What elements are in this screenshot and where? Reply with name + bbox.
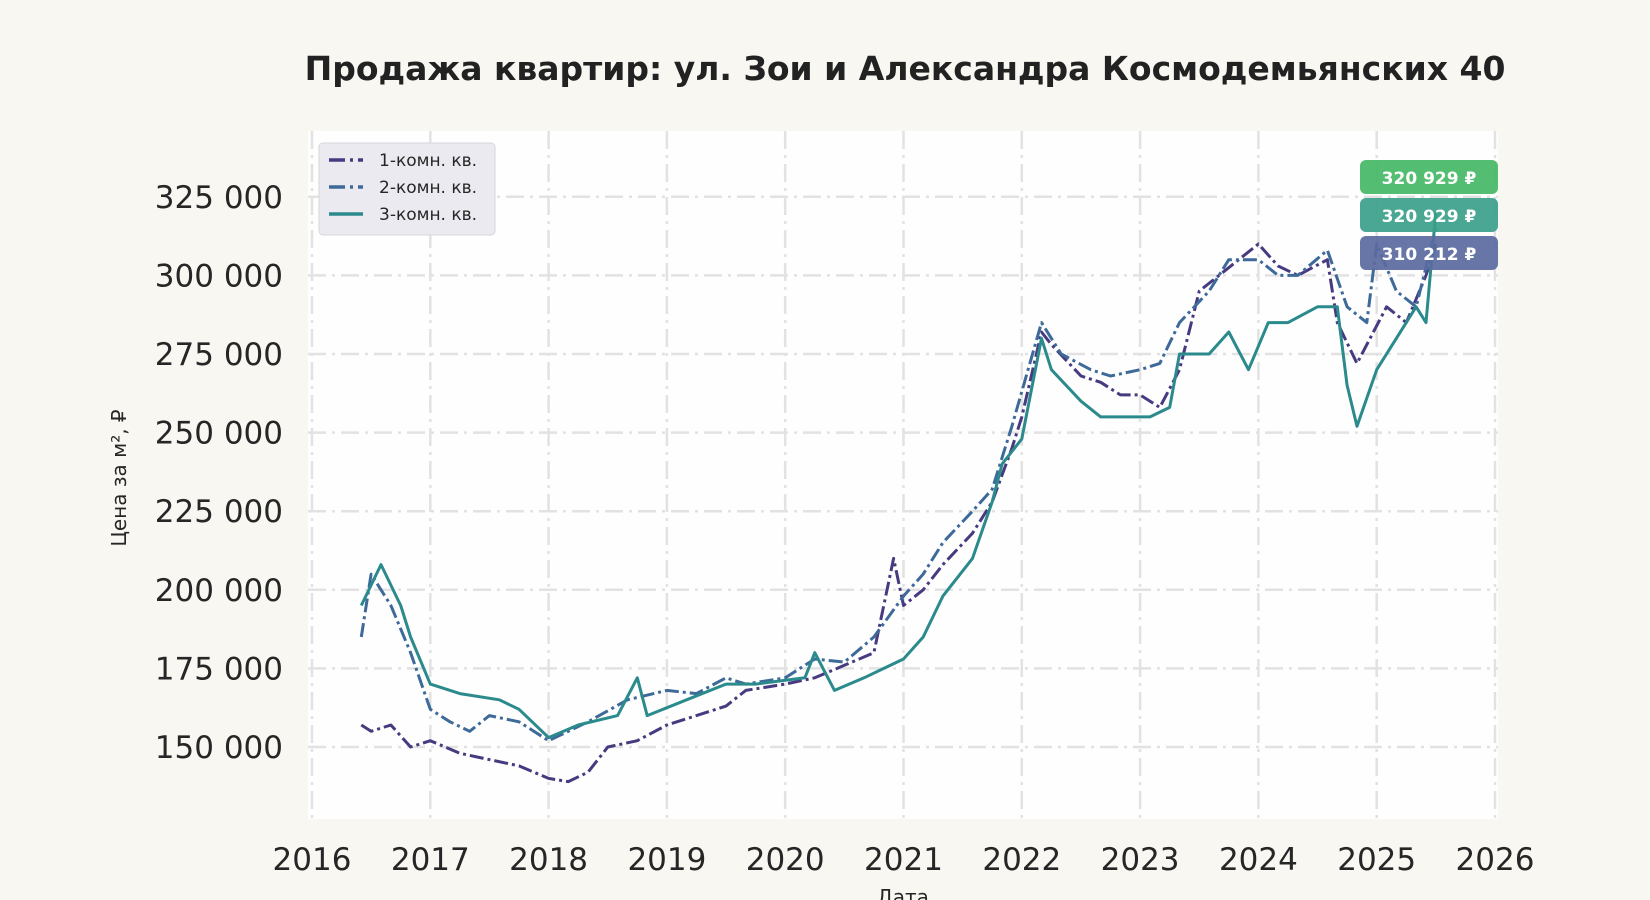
y-tick-label: 225 000 <box>155 494 283 530</box>
x-tick-label: 2024 <box>1219 842 1298 878</box>
series-line-3 <box>359 212 1438 740</box>
chart-title: Продажа квартир: ул. Зои и Александра Ко… <box>305 49 1506 88</box>
y-tick-label: 200 000 <box>155 573 283 609</box>
series-line-2 <box>359 227 1438 743</box>
x-tick-label: 2022 <box>982 842 1061 878</box>
x-tick-label: 2017 <box>391 842 470 878</box>
x-tick-label: 2016 <box>273 842 352 878</box>
x-ticks: 2016 2017 2018 2019 2020 2021 2022 2023 2024 2025… <box>273 842 1535 878</box>
y-tick-label: 150 000 <box>155 730 283 766</box>
legend-label: 3-комн. кв. <box>379 205 477 225</box>
end-label-box <box>1360 160 1498 194</box>
y-tick-label: 300 000 <box>155 258 283 294</box>
end-label-text: 320 929 ₽ <box>1382 169 1477 189</box>
end-label-text: 310 212 ₽ <box>1382 245 1477 265</box>
x-tick-label: 2020 <box>746 842 825 878</box>
x-tick-label: 2021 <box>864 842 943 878</box>
series-line-1 <box>360 242 1438 784</box>
end-labels: 310 212 ₽ 320 929 ₽ 320 929 ₽ <box>1360 160 1498 270</box>
x-axis-label: Дата <box>877 885 929 900</box>
y-tick-label: 250 000 <box>155 416 283 452</box>
end-label-text: 320 929 ₽ <box>1382 207 1477 227</box>
end-label-box <box>1360 236 1498 270</box>
y-tick-label: 175 000 <box>155 651 283 687</box>
x-tick-label: 2025 <box>1337 842 1416 878</box>
legend-label: 2-комн. кв. <box>379 178 477 198</box>
x-tick-label: 2019 <box>627 842 706 878</box>
legend-box <box>318 142 496 236</box>
y-tick-label: 325 000 <box>155 180 283 216</box>
legend-label: 1-комн. кв. <box>379 151 477 171</box>
end-label-box <box>1360 198 1498 232</box>
y-axis-label: Цена за м², ₽ <box>107 409 131 547</box>
grid <box>308 131 1498 819</box>
x-tick-label: 2023 <box>1101 842 1180 878</box>
x-tick-label: 2018 <box>509 842 588 878</box>
series-lines <box>359 212 1438 784</box>
x-tick-label: 2026 <box>1456 842 1535 878</box>
legend: 1-комн. кв. 2-комн. кв. 3-комн. кв. <box>318 142 496 236</box>
y-ticks: 150 000 175 000 200 000 225 000 250 000 275 0… <box>155 180 283 766</box>
y-tick-label: 275 000 <box>155 337 283 373</box>
